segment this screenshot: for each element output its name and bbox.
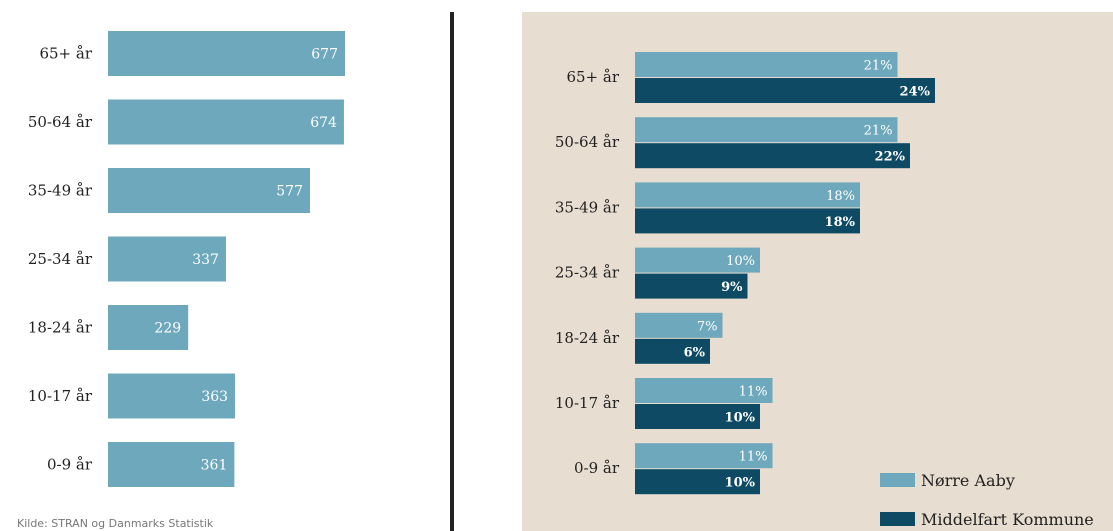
data-label-middelfart-kommune: 22% — [875, 150, 906, 165]
right-tick-label: 35-49 år — [555, 198, 620, 216]
left-data-label: 363 — [201, 389, 228, 405]
data-label-norre-aaby: 21% — [864, 124, 893, 139]
left-bar — [108, 442, 235, 487]
right-tick-label: 65+ år — [566, 68, 619, 86]
legend-label-middelfart-kommune: Middelfart Kommune — [921, 509, 1094, 529]
left-tick-label: 25-34 år — [28, 250, 93, 268]
data-label-middelfart-kommune: 6% — [684, 345, 706, 360]
legend-item-norre-aaby: Nørre Aaby — [880, 469, 1015, 491]
left-data-label: 677 — [311, 47, 338, 63]
bar-norre-aaby — [635, 312, 723, 338]
chart-divider — [450, 12, 454, 531]
left-data-label: 674 — [310, 115, 337, 131]
data-label-norre-aaby: 21% — [864, 59, 893, 74]
bar-middelfart-kommune — [635, 404, 760, 429]
bar-middelfart-kommune — [635, 469, 760, 495]
left-bar — [108, 373, 236, 419]
bar-middelfart-kommune — [635, 273, 748, 299]
bar-middelfart-kommune — [635, 143, 910, 169]
left-tick-label: 10-17 år — [28, 387, 93, 405]
right-chart-panel: 65+ år 21% 24% 50-64 år 21% 22% 35-49 år 18% 18%… — [522, 12, 1113, 531]
left-data-label: 577 — [276, 184, 303, 200]
bar-norre-aaby — [635, 182, 860, 208]
left-bar — [108, 305, 189, 350]
data-label-middelfart-kommune: 10% — [725, 476, 756, 491]
left-bar — [108, 168, 310, 213]
right-tick-label: 10-17 år — [555, 394, 620, 412]
left-bar — [108, 99, 344, 145]
data-label-middelfart-kommune: 18% — [825, 215, 856, 230]
bar-middelfart-kommune — [635, 208, 860, 234]
bar-norre-aaby — [635, 52, 898, 77]
legend-label-norre-aaby: Nørre Aaby — [921, 470, 1015, 490]
left-tick-label: 18-24 år — [28, 319, 93, 337]
source-note: Kilde: STRAN og Danmarks Statistik — [17, 517, 214, 530]
left-data-label: 337 — [192, 252, 219, 268]
data-label-middelfart-kommune: 9% — [721, 280, 743, 295]
data-label-middelfart-kommune: 24% — [900, 85, 931, 100]
left-tick-label: 35-49 år — [28, 182, 93, 200]
legend-swatch-middelfart-kommune — [880, 512, 915, 526]
right-tick-label: 0-9 år — [574, 459, 620, 477]
left-bar — [108, 236, 226, 282]
bar-norre-aaby — [635, 378, 773, 403]
bar-norre-aaby — [635, 443, 773, 469]
data-label-norre-aaby: 7% — [697, 319, 718, 334]
legend-swatch-norre-aaby — [880, 473, 915, 487]
bar-norre-aaby — [635, 247, 760, 273]
data-label-norre-aaby: 10% — [726, 254, 755, 269]
left-tick-label: 50-64 år — [28, 113, 93, 131]
legend-item-middelfart-kommune: Middelfart Kommune — [880, 508, 1094, 530]
left-data-label: 229 — [154, 321, 181, 337]
right-tick-label: 25-34 år — [555, 264, 620, 282]
bar-middelfart-kommune — [635, 78, 935, 103]
left-bar — [108, 31, 345, 76]
data-label-norre-aaby: 18% — [826, 189, 855, 204]
left-tick-label: 65+ år — [39, 45, 92, 63]
data-label-norre-aaby: 11% — [739, 385, 768, 400]
left-tick-label: 0-9 år — [47, 456, 93, 474]
right-tick-label: 50-64 år — [555, 133, 620, 151]
left-data-label: 361 — [201, 458, 228, 474]
bar-norre-aaby — [635, 117, 898, 143]
right-tick-label: 18-24 år — [555, 329, 620, 347]
left-bar-chart: 65+ år 677 50-64 år 674 35-49 år 577 25-34 år 3… — [28, 31, 345, 487]
right-bar-chart: 65+ år 21% 24% 50-64 år 21% 22% 35-49 år 18% 18%… — [555, 52, 935, 495]
data-label-norre-aaby: 11% — [739, 450, 768, 465]
data-label-middelfart-kommune: 10% — [725, 411, 756, 426]
bar-middelfart-kommune — [635, 338, 710, 364]
